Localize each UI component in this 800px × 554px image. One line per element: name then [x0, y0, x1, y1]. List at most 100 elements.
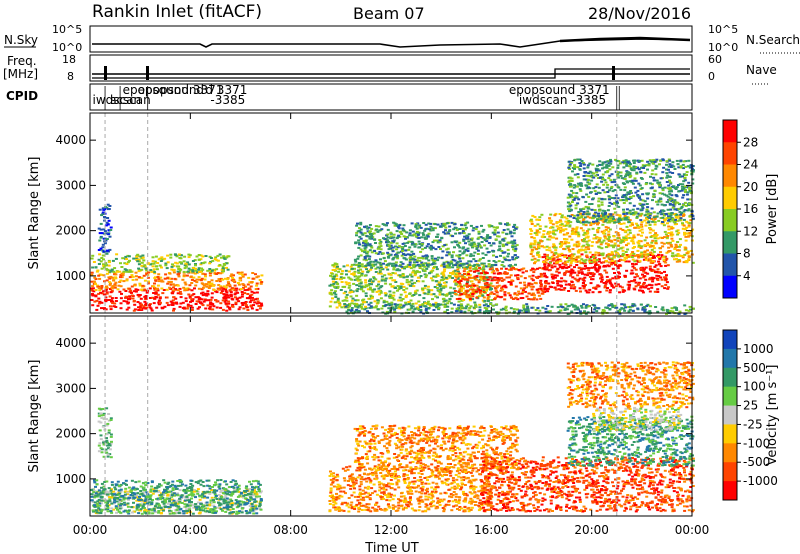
date-label: 28/Nov/2016 — [588, 4, 691, 23]
colorbar-tick-label: 24 — [743, 158, 758, 172]
y-tick-label: 3000 — [55, 381, 86, 395]
x-tick-label: 08:00 — [273, 523, 308, 537]
colorbar-swatch — [723, 142, 737, 165]
freq-tick-top: 18 — [62, 53, 76, 66]
heatmap-region-3 — [97, 203, 113, 255]
heatmap-region-3 — [328, 465, 494, 513]
colorbar-swatch — [723, 120, 737, 143]
y-tick-label: 4000 — [55, 133, 86, 147]
y-tick-label: 2000 — [55, 427, 86, 441]
colorbar-swatch — [723, 405, 737, 425]
colorbar-tick-label: 4 — [743, 269, 751, 283]
heatmap-region-2 — [97, 407, 113, 459]
nsearch-tick-top: 10^5 — [708, 23, 738, 36]
colorbar-tick-label: 28 — [743, 135, 758, 149]
x-tick-label: 00:00 — [675, 523, 710, 537]
cpid-label-7: epopsound 3371 — [509, 83, 610, 97]
heatmap-region-8 — [529, 212, 695, 265]
colorbar-tick-label: 8 — [743, 247, 751, 261]
y-tick-label: 1000 — [55, 472, 86, 486]
freq-tick-bottom: 8 — [67, 70, 74, 83]
cpid-label-8: iwdscan -3385 — [519, 93, 606, 107]
colorbar: 1000 500 100 25 -25 -100 -500 -1000 Velocity [m … — [722, 329, 780, 501]
heatmap-region-9 — [566, 158, 695, 224]
freq-label: Freq. — [7, 54, 37, 68]
colorbar-swatch — [723, 164, 737, 188]
colorbar-tick-label: -1000 — [743, 474, 778, 488]
colorbar-swatch — [723, 253, 737, 277]
colorbar-tick-label: -100 — [743, 436, 770, 450]
colorbar-swatch — [723, 275, 737, 299]
nave-tick-top: 60 — [708, 53, 722, 66]
colorbar-label: Velocity [m s⁻¹] — [765, 365, 780, 466]
colorbar-tick-label: -500 — [743, 455, 770, 469]
nave-trace — [92, 68, 690, 79]
nsky-tick-top: 10^5 — [52, 23, 82, 36]
heatmap-region-0 — [90, 287, 264, 312]
colorbar: 28 24 20 16 12 8 4 Power [dB] — [722, 119, 780, 299]
cpid-panel — [89, 83, 693, 111]
freq-unit: [MHz] — [3, 67, 38, 81]
freq-spike-3 — [612, 66, 615, 80]
colorbar-swatch — [723, 186, 737, 210]
y-tick-label: 2000 — [55, 224, 86, 238]
cpid-label-4: 3371 — [193, 83, 224, 97]
colorbar-tick-label: 12 — [743, 224, 758, 238]
nsky-panel — [89, 25, 693, 53]
x-tick-label: 12:00 — [374, 523, 409, 537]
colorbar-swatch — [723, 481, 737, 501]
colorbar-swatch — [723, 367, 737, 388]
y-tick-label: 4000 — [55, 336, 86, 350]
nave-label: Nave — [746, 63, 777, 77]
heatmap-region-6 — [453, 266, 545, 301]
colorbar-label: Power [dB] — [765, 174, 780, 245]
cpid-label-6: -3385 — [210, 93, 245, 107]
freq-spike-1 — [104, 66, 107, 80]
freq-panel — [89, 54, 693, 82]
x-tick-label: 00:00 — [73, 523, 108, 537]
cpid-label: CPID — [6, 89, 38, 103]
heatmap-region-8 — [566, 361, 695, 409]
colorbar-swatch — [723, 462, 737, 482]
cpid-label-5: d 3371 — [205, 83, 247, 97]
nsky-label: N.Sky — [4, 33, 38, 47]
colorbar-tick-label: 1000 — [743, 342, 774, 356]
y-tick-label: 1000 — [55, 269, 86, 283]
colorbar-tick-label: 16 — [743, 202, 758, 216]
heatmap-region-10 — [344, 303, 695, 315]
nsearch-tick-bottom: 10^0 — [708, 41, 738, 54]
x-tick-label: 20:00 — [574, 523, 609, 537]
nsearch-trace — [559, 36, 691, 43]
colorbar-tick-label: -25 — [743, 417, 763, 431]
y-axis-label: Slant Range [km] — [27, 157, 42, 270]
y-axis-label: Slant Range [km] — [27, 360, 42, 473]
heatmap-cells — [90, 361, 695, 515]
freq-spike-2 — [146, 66, 149, 80]
station-title: Rankin Inlet (fitACF) — [92, 2, 262, 22]
cpid-label-3: epopsound — [138, 83, 204, 97]
colorbar-swatch — [723, 209, 737, 232]
power-panel: 1000 2000 3000 4000 Slant Range [km] 28 24 20 16… — [27, 112, 780, 315]
colorbar-swatch — [723, 330, 737, 350]
x-axis-label: Time UT — [364, 541, 418, 554]
colorbar-swatch — [723, 231, 737, 254]
colorbar-tick-label: 100 — [743, 380, 766, 394]
heatmap-region-7 — [592, 406, 683, 432]
x-tick-label: 16:00 — [474, 523, 509, 537]
nsearch-label: N.Search — [746, 33, 800, 47]
colorbar-swatch — [723, 424, 737, 444]
nsky-tick-bottom: 10^0 — [52, 41, 82, 54]
velocity-panel: 1000 2000 3000 4000 00:00 04:00 08:00 12:00 16:0… — [27, 315, 780, 537]
colorbar-swatch — [723, 386, 737, 407]
colorbar-swatch — [723, 348, 737, 369]
cpid-label-0: epopsound — [123, 83, 189, 97]
colorbar-tick-label: 500 — [743, 361, 766, 375]
y-tick-label: 3000 — [55, 178, 86, 192]
nave-tick-bottom: 0 — [708, 70, 715, 83]
heatmap-region-2 — [90, 253, 231, 274]
beam-label: Beam 07 — [353, 4, 425, 23]
colorbar-tick-label: 25 — [743, 399, 758, 413]
